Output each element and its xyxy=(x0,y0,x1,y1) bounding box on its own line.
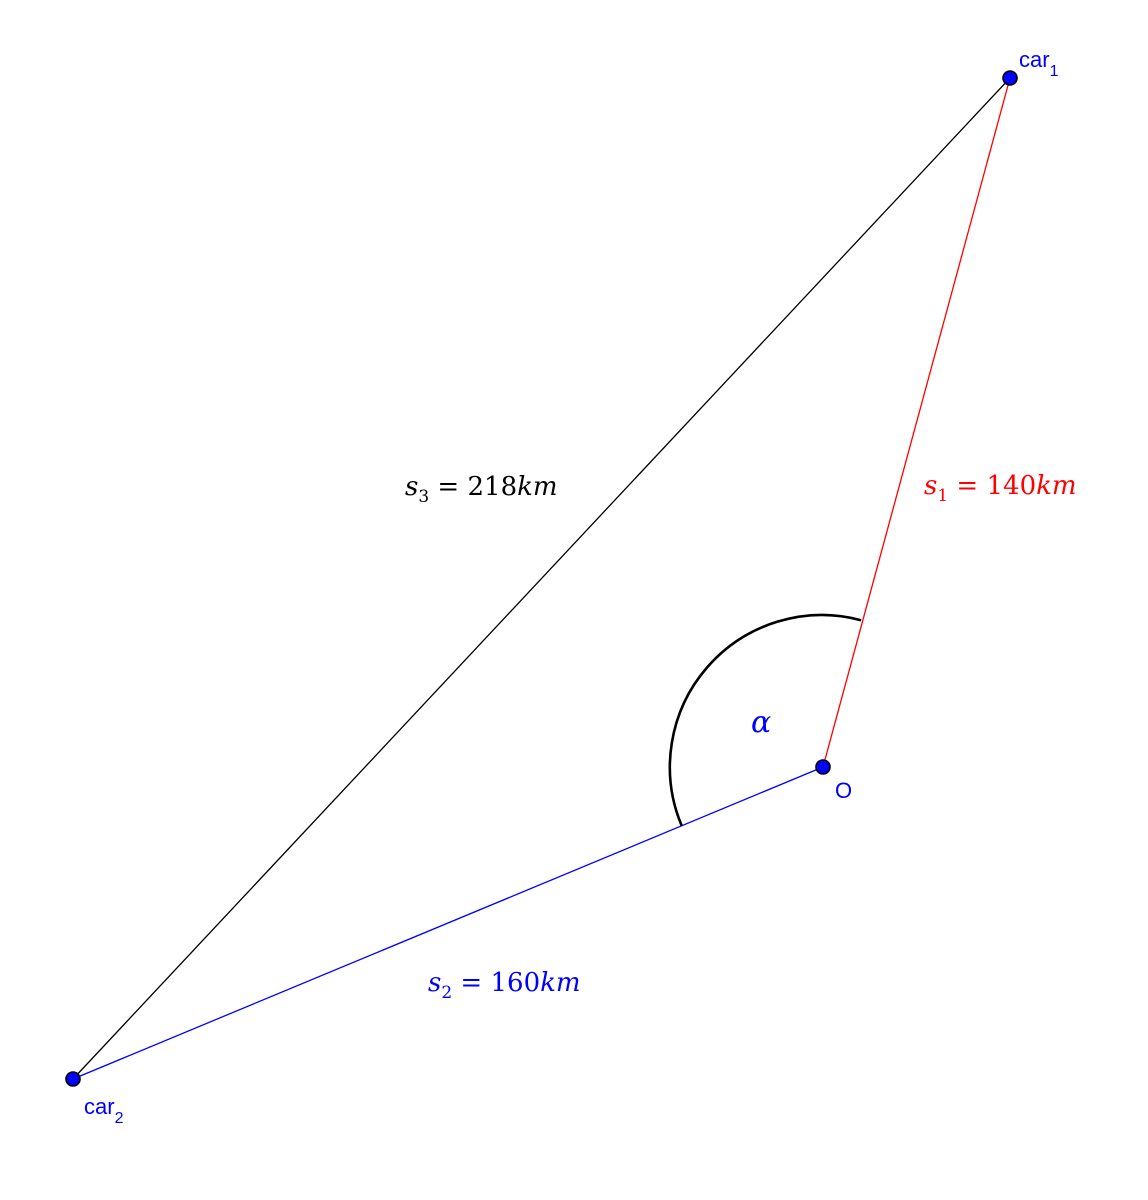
point-label-car1: car1 xyxy=(1019,47,1059,80)
segment-label-s3-equals: = xyxy=(429,472,467,502)
segment-label-s1-symbol: s xyxy=(924,471,937,501)
segment-label-s1-equals: = xyxy=(948,471,986,501)
segment-label-s2-symbol: s xyxy=(428,968,441,998)
point-label-car1-subscript: 1 xyxy=(1050,63,1059,80)
point-label-o: O xyxy=(835,778,852,803)
segment-label-s3-subscript: 3 xyxy=(418,487,429,507)
angle-label-alpha: α xyxy=(751,705,771,740)
point-car2 xyxy=(65,1071,81,1087)
segment-s3 xyxy=(72,77,1011,1080)
segment-label-s3-unit: km xyxy=(517,472,557,502)
segment-label-s3-symbol: s xyxy=(405,472,418,502)
point-car1 xyxy=(1002,70,1018,86)
point-label-car1-name: car xyxy=(1019,47,1050,72)
segment-label-s1: s1 = 140km xyxy=(924,471,1077,506)
segment-label-s1-value: 140 xyxy=(987,471,1037,501)
segment-label-s2-equals: = xyxy=(452,968,490,998)
point-label-car2-subscript: 2 xyxy=(115,1110,124,1127)
segment-label-s1-subscript: 1 xyxy=(937,486,948,506)
segment-label-s2-value: 160 xyxy=(491,968,541,998)
segment-s1 xyxy=(822,77,1011,768)
angle-arc-alpha xyxy=(668,613,862,827)
segment-label-s2: s2 = 160km xyxy=(428,968,581,1003)
point-label-car2-name: car xyxy=(84,1094,115,1119)
segment-label-s2-subscript: 2 xyxy=(441,983,452,1003)
segment-s2 xyxy=(72,766,824,1080)
segment-label-s3: s3 = 218km xyxy=(405,472,558,507)
point-label-car2: car2 xyxy=(84,1094,124,1127)
segment-label-s2-unit: km xyxy=(540,968,580,998)
segment-label-s1-unit: km xyxy=(1036,471,1076,501)
point-o xyxy=(815,759,831,775)
segment-label-s3-value: 218 xyxy=(468,472,518,502)
